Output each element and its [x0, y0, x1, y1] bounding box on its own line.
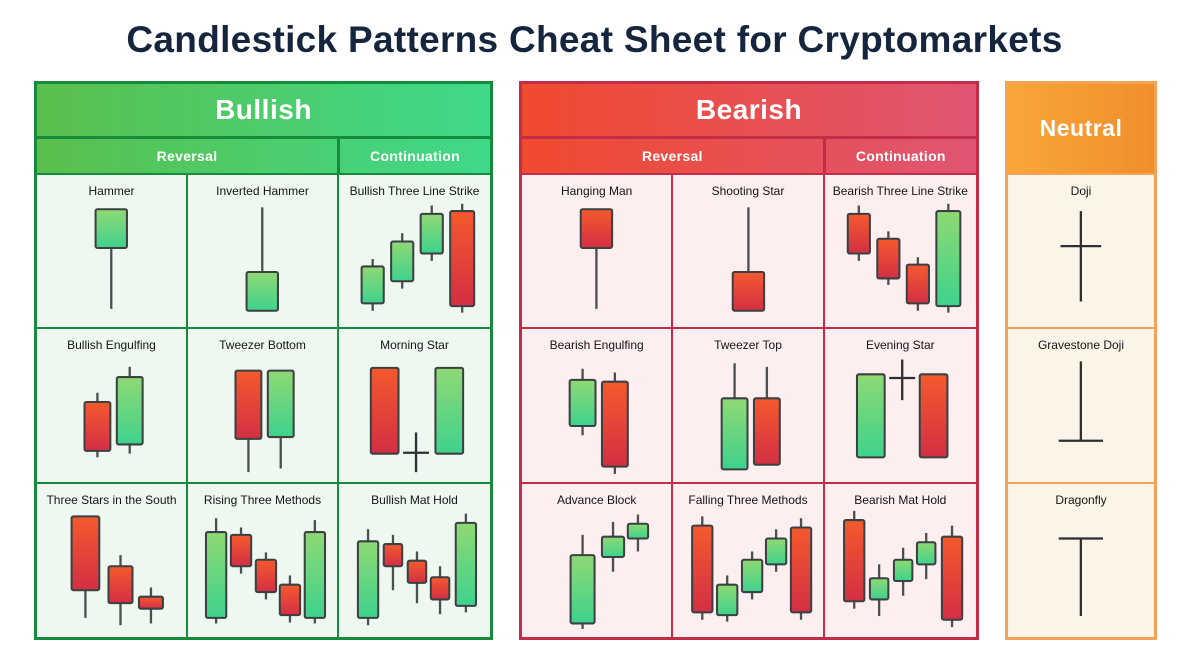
pattern-cell-bearish-mat-hold: Bearish Mat Hold [824, 481, 976, 637]
bearish-subheader-continuation: Continuation [855, 147, 946, 164]
pattern-label: Bullish Engulfing [67, 338, 156, 353]
pattern-label: Bearish Three Line Strike [832, 183, 968, 198]
pattern-cell-tweezer-top: Tweezer Top [673, 327, 825, 482]
advance-block-candlestick-drawing [569, 514, 650, 629]
pattern-label: Tweezer Top [714, 338, 782, 353]
neutral-header: Neutral [1008, 83, 1154, 173]
pattern-label: Bullish Three Line Strike [349, 183, 480, 198]
bearish-subheader-reversal: Reversal [522, 138, 826, 173]
hammer-candlestick-drawing [94, 207, 129, 309]
shooting-star-candlestick-drawing [731, 206, 765, 312]
doji-candlestick-drawing [1060, 210, 1102, 302]
pattern-cell-doji: Doji [1008, 172, 1154, 328]
bullish-three-line-strike-candlestick-drawing [360, 203, 476, 313]
pattern-cell-inverted-hammer: Inverted Hammer [188, 172, 339, 328]
pattern-cell-tweezer-bottom: Tweezer Bottom [188, 327, 339, 482]
pattern-cell-evening-star: Evening Star [824, 327, 976, 482]
pattern-label: Bullish Mat Hold [371, 492, 458, 507]
pattern-cell-three-stars-in-the-south: Three Stars in the South [37, 481, 188, 637]
panel-bullish: Bullish Reversal Continuation Hammer Inve… [34, 80, 493, 640]
evening-star-candlestick-drawing [855, 359, 949, 459]
pattern-label: Shooting Star [711, 183, 785, 198]
bearish-engulfing-candlestick-drawing [568, 368, 630, 475]
pattern-cell-dragonfly: Dragonfly [1008, 481, 1154, 637]
pattern-label: Doji [1070, 183, 1092, 198]
pattern-cell-gravestone-doji: Gravestone Doji [1008, 327, 1154, 482]
bullish-engulfing-candlestick-drawing [83, 367, 144, 458]
pattern-cell-shooting-star: Shooting Star [673, 172, 825, 328]
pattern-label: Gravestone Doji [1037, 338, 1125, 353]
bullish-subheader-continuation: Continuation [370, 147, 460, 164]
pattern-label: Hammer [88, 183, 135, 198]
pattern-label: Hanging Man [560, 183, 633, 198]
pattern-label: Bearish Mat Hold [854, 492, 947, 507]
bearish-header: Bearish [522, 83, 976, 136]
gravestone-doji-candlestick-drawing [1058, 361, 1104, 443]
pattern-cell-bearish-engulfing: Bearish Engulfing [522, 327, 674, 482]
inverted-hammer-candlestick-drawing [245, 206, 280, 312]
pattern-label: Three Stars in the South [46, 492, 177, 507]
neutral-pattern-grid: Doji Gravestone Doji Dragonfly [1008, 172, 1154, 637]
pattern-cell-bullish-mat-hold: Bullish Mat Hold [339, 481, 490, 637]
tweezer-bottom-candlestick-drawing [234, 369, 295, 473]
pattern-label: Inverted Hammer [216, 183, 309, 198]
bullish-pattern-grid: Hammer Inverted Hammer Bullish Three Line … [37, 172, 490, 637]
pattern-cell-bullish-engulfing: Bullish Engulfing [37, 327, 188, 482]
bullish-header: Bullish [37, 83, 490, 136]
dragonfly-candlestick-drawing [1058, 537, 1104, 616]
page-title: Candlestick Patterns Cheat Sheet for Cry… [126, 19, 1063, 60]
falling-three-methods-candlestick-drawing [690, 516, 812, 622]
three-stars-in-the-south-candlestick-drawing [70, 515, 165, 626]
pattern-cell-advance-block: Advance Block [522, 481, 674, 637]
tweezer-top-candlestick-drawing [720, 363, 781, 471]
pattern-cell-morning-star: Morning Star [339, 327, 490, 482]
panels-row: Bullish Reversal Continuation Hammer Inve… [0, 80, 1189, 640]
pattern-label: Evening Star [865, 338, 935, 353]
pattern-cell-hammer: Hammer [37, 172, 188, 328]
pattern-label: Bearish Engulfing [549, 338, 644, 353]
bullish-mat-hold-candlestick-drawing [357, 513, 478, 626]
pattern-cell-bullish-three-line-strike: Bullish Three Line Strike [339, 172, 490, 328]
pattern-label: Rising Three Methods [203, 492, 322, 507]
morning-star-candlestick-drawing [370, 367, 465, 473]
bearish-mat-hold-candlestick-drawing [842, 510, 964, 628]
panel-neutral: Neutral Doji Gravestone Doji Dragonfly [1005, 80, 1157, 640]
pattern-cell-falling-three-methods: Falling Three Methods [673, 481, 825, 637]
rising-three-methods-candlestick-drawing [205, 518, 327, 624]
pattern-label: Falling Three Methods [688, 492, 808, 507]
hanging-man-candlestick-drawing [579, 207, 614, 309]
bearish-pattern-grid: Hanging Man Shooting Star Bearish Three Li… [522, 172, 976, 637]
pattern-label: Dragonfly [1055, 492, 1107, 507]
pattern-label: Tweezer Bottom [219, 338, 306, 353]
pattern-cell-hanging-man: Hanging Man [522, 172, 674, 328]
panel-bearish: Bearish Reversal Continuation Hanging Ma… [519, 80, 979, 640]
bearish-three-line-strike-candlestick-drawing [846, 203, 962, 313]
pattern-cell-rising-three-methods: Rising Three Methods [188, 481, 339, 637]
pattern-cell-bearish-three-line-strike: Bearish Three Line Strike [824, 172, 976, 328]
bullish-subheader-row: Reversal Continuation [37, 135, 490, 173]
pattern-label: Advance Block [556, 492, 637, 507]
pattern-label: Morning Star [380, 338, 449, 353]
bullish-subheader-reversal: Reversal [37, 138, 340, 173]
bearish-subheader-row: Reversal Continuation [522, 135, 976, 173]
